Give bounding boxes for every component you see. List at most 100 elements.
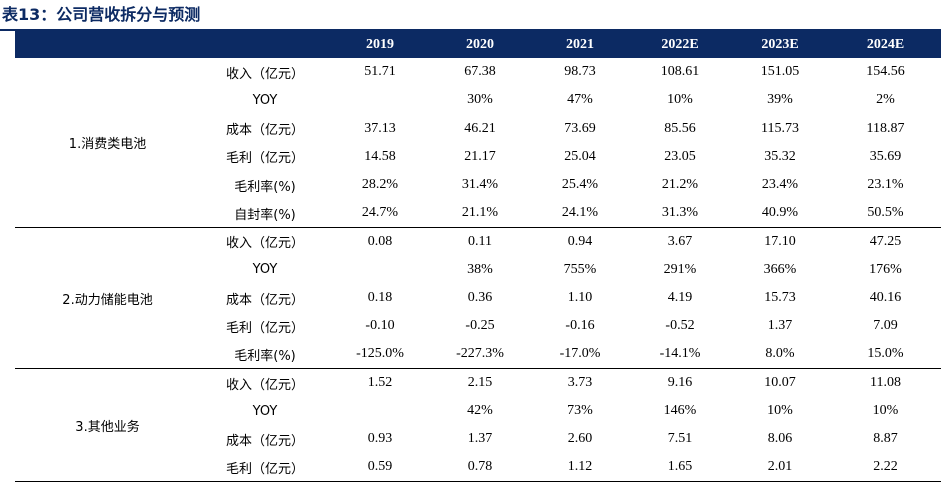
value-cell: 151.05 [760,64,800,80]
metric-label: 成本（亿元） [225,433,304,449]
value-cell: 1.12 [530,453,630,483]
table-row: 成本（亿元） 0.18 0.36 1.10 4.19 15.73 40.16 [15,284,941,312]
value-cell: 1.52 [367,375,393,391]
table-row: 1.消费类电池 收入（亿元） 51.71 67.38 98.73 108.61 151.05… [15,58,941,228]
table-row: 毛利率(%) -125.0% -227.3% -17.0% -14.1% 8.0% 15.0… [15,340,941,370]
value-cell: -125.0% [330,340,430,370]
value-cell: -0.25 [465,318,495,334]
value-cell: 47% [567,92,593,108]
header-year: 2023E [730,31,830,58]
value-cell: 366% [763,261,797,277]
value-cell: 21.1% [430,199,530,229]
value-cell: 146% [663,403,697,419]
value-cell: 31.4% [461,177,499,193]
value-cell: 73.69 [564,120,596,136]
value-cell: 3.73 [567,375,593,391]
table-row: 成本（亿元） 0.93 1.37 2.60 7.51 8.06 8.87 [15,425,941,453]
metric-label: 收入（亿元） [225,66,304,82]
value-cell: 51.71 [364,64,396,80]
value-cell: -227.3% [430,340,530,370]
value-cell: 98.73 [564,64,596,80]
value-cell: 40.9% [730,199,830,229]
value-cell: 15.0% [830,340,941,370]
value-cell: 1.65 [630,453,730,483]
header-year: 2022E [630,31,730,58]
value-cell: 37.13 [364,120,396,136]
value-cell: 50.5% [830,199,941,229]
value-cell: 24.7% [330,199,430,229]
table-row: YOY 38% 755% 291% 366% 176% [15,256,941,284]
segment-label: 1.消费类电池 [15,58,200,228]
table-row: 自封率(%) 24.7% 21.1% 24.1% 31.3% 40.9% 50.5% [15,199,941,229]
value-cell: 24.1% [530,199,630,229]
metric-label: 毛利（亿元） [225,151,304,167]
metric-label: 收入（亿元） [225,236,304,252]
value-cell: 21.2% [661,177,699,193]
value-cell: 2.22 [830,453,941,483]
value-cell: 47.25 [869,233,902,249]
value-cell: 23.05 [664,148,696,164]
value-cell: -0.10 [365,318,395,334]
metric-label: 毛利率(%) [200,340,330,370]
value-cell: 85.56 [664,120,696,136]
metric-label: YOY [252,92,278,108]
table-row: 毛利（亿元） 14.58 21.17 25.04 23.05 35.32 35.69 [15,143,941,171]
table-row: 3.其他业务 收入（亿元） 1.52 2.15 3.73 9.16 10.07 11.08 [15,368,941,483]
value-cell: 10.07 [764,375,796,391]
value-cell: 1.37 [467,431,493,447]
revenue-forecast-table: 2019 2020 2021 2022E 2023E 2024E 1.消费类电池… [15,31,941,483]
title-divider [0,29,941,31]
value-cell: 46.21 [464,120,496,136]
value-cell: 2.60 [567,431,593,447]
value-cell: 35.69 [869,148,902,164]
value-cell: -0.16 [565,318,595,334]
value-cell: 17.10 [764,233,796,249]
value-cell: 10% [872,403,899,419]
header-year: 2020 [430,31,530,58]
value-cell: 8.87 [873,431,898,447]
value-cell: 176% [869,261,902,277]
value-cell: 0.18 [367,290,393,306]
table-row: 毛利（亿元） -0.10 -0.25 -0.16 -0.52 1.37 7.09 [15,312,941,340]
value-cell [330,86,430,114]
value-cell: 2.01 [730,453,830,483]
value-cell: 0.08 [367,233,393,249]
value-cell: 67.38 [464,64,496,80]
table-row: YOY 42% 73% 146% 10% 10% [15,397,941,425]
header-year: 2021 [530,31,630,58]
table-body: 1.消费类电池 收入（亿元） 51.71 67.38 98.73 108.61 151.05… [15,58,941,483]
value-cell: 39% [767,92,793,108]
segment-label: 2.动力储能电池 [15,227,200,370]
value-cell: 40.16 [869,290,902,306]
value-cell: 0.93 [367,431,393,447]
metric-label: 毛利率(%) [234,179,296,195]
metric-label: YOY [252,403,278,419]
table-row: 成本（亿元） 37.13 46.21 73.69 85.56 115.73 118.87 [15,115,941,143]
metric-label: 成本（亿元） [225,292,304,308]
value-cell: 755% [563,261,597,277]
header-metric [200,31,330,58]
value-cell: 2.15 [467,375,493,391]
value-cell: 28.2% [361,177,399,193]
value-cell: -14.1% [630,340,730,370]
metric-label: 收入（亿元） [225,377,304,393]
value-cell: 0.36 [467,290,493,306]
table-row: YOY 30% 47% 10% 39% 2% [15,86,941,114]
value-cell: 35.32 [764,148,796,164]
value-cell: 4.19 [667,290,693,306]
value-cell: 8.0% [730,340,830,370]
value-cell: 15.73 [764,290,796,306]
value-cell: 0.11 [468,233,492,249]
table-row: 毛利（亿元） 0.59 0.78 1.12 1.65 2.01 2.22 [15,453,941,483]
value-cell: 1.10 [567,290,593,306]
value-cell [330,397,430,425]
value-cell: 10% [667,92,693,108]
value-cell: 30% [467,92,493,108]
value-cell: 1.37 [767,318,793,334]
value-cell: -17.0% [530,340,630,370]
metric-label: 成本（亿元） [225,123,304,139]
metric-label: 自封率(%) [200,199,330,229]
header-year: 2019 [330,31,430,58]
value-cell: 8.06 [767,431,793,447]
value-cell: -0.52 [665,318,695,334]
